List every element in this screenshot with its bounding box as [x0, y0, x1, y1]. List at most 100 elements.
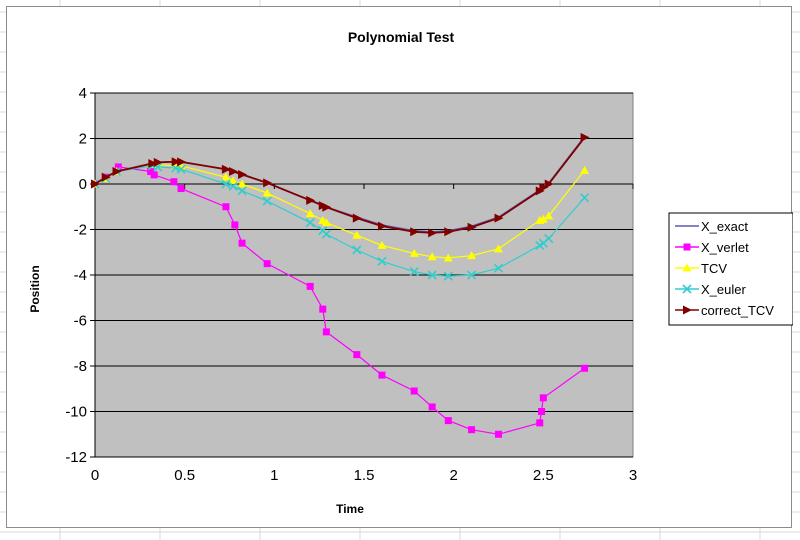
- legend[interactable]: X_exact X_verlet TCV X_euler correct_TCV: [668, 212, 793, 326]
- data-point: [263, 178, 273, 188]
- data-point: [536, 419, 544, 427]
- y-tick-label: -4: [74, 267, 87, 284]
- data-point: [409, 267, 419, 277]
- data-point: [428, 228, 438, 238]
- y-tick-label: -2: [74, 222, 87, 239]
- data-point: [467, 270, 477, 280]
- data-point: [353, 351, 361, 359]
- data-point: [171, 157, 181, 167]
- data-point: [237, 186, 247, 196]
- grid-lines: [95, 92, 633, 458]
- series-correct-tcv: [91, 132, 590, 238]
- data-point: [539, 394, 547, 402]
- data-point: [467, 222, 477, 232]
- data-point: [101, 172, 111, 182]
- data-point: [305, 209, 315, 218]
- data-point: [222, 203, 230, 211]
- data-point: [580, 165, 590, 174]
- x-tick-label: 2: [449, 467, 457, 484]
- data-point: [377, 221, 387, 231]
- legend-label: TCV: [701, 261, 727, 276]
- data-point: [352, 245, 362, 255]
- data-point: [538, 214, 548, 223]
- x-axis-title: Time: [336, 502, 364, 516]
- series-x-verlet: [91, 163, 589, 438]
- data-point: [444, 417, 452, 425]
- series-x-euler: [90, 161, 590, 281]
- legend-item[interactable]: correct_TCV: [675, 303, 774, 318]
- data-point: [306, 195, 316, 205]
- y-tick-label: 0: [79, 176, 87, 193]
- data-point: [352, 230, 362, 239]
- data-point: [494, 244, 503, 253]
- legend-label: X_euler: [701, 282, 746, 297]
- data-point: [321, 229, 331, 239]
- legend-item[interactable]: X_verlet: [675, 240, 749, 255]
- data-point: [147, 167, 155, 175]
- data-point: [581, 364, 589, 372]
- data-point: [305, 218, 315, 228]
- data-point: [321, 218, 331, 227]
- data-point: [262, 188, 272, 197]
- data-point: [544, 179, 554, 189]
- data-point: [544, 234, 554, 244]
- legend-label: X_exact: [701, 219, 748, 234]
- data-point: [538, 408, 546, 415]
- data-point: [238, 169, 248, 179]
- data-point: [153, 157, 163, 167]
- data-point: [377, 240, 387, 249]
- legend-item[interactable]: X_exact: [675, 219, 748, 234]
- data-point: [263, 260, 271, 268]
- data-point: [238, 239, 246, 247]
- y-tick-label: 4: [79, 85, 87, 102]
- chart-area[interactable]: Polynomial Test 4 2 0 -2 -4 -6 -8 -10 -12 0 0.5 1 1…: [6, 6, 793, 528]
- data-point: [319, 305, 327, 313]
- data-point: [176, 164, 186, 174]
- y-tick-label: 2: [79, 131, 87, 148]
- data-point: [228, 181, 238, 191]
- x-tick-label: 2.5: [533, 467, 554, 484]
- x-tick-label: 1.5: [354, 467, 375, 484]
- data-point: [231, 221, 239, 229]
- data-point: [410, 227, 420, 237]
- data-point: [170, 178, 178, 186]
- data-point: [221, 172, 231, 181]
- data-point: [177, 185, 185, 193]
- data-point: [443, 253, 453, 262]
- series-layer: [90, 132, 590, 438]
- data-point: [467, 251, 477, 260]
- legend-label: correct_TCV: [701, 303, 774, 318]
- data-point: [228, 176, 238, 185]
- data-point: [544, 211, 554, 220]
- data-point: [378, 371, 386, 379]
- data-point: [493, 263, 504, 273]
- x-tick-label: 0: [91, 467, 99, 484]
- x-tick-label: 3: [629, 467, 637, 484]
- legend-swatch-marker: [682, 284, 692, 294]
- y-axis-title: Position: [28, 265, 42, 312]
- data-point: [580, 132, 590, 142]
- data-point: [427, 270, 437, 280]
- legend-label: X_verlet: [701, 240, 749, 255]
- data-point: [494, 213, 504, 223]
- data-point: [539, 182, 549, 192]
- x-tick-label: 0.5: [174, 467, 195, 484]
- data-point: [443, 271, 453, 281]
- data-point: [229, 166, 239, 176]
- data-point: [306, 282, 314, 290]
- data-point: [221, 179, 231, 189]
- data-point: [322, 328, 330, 336]
- data-point: [262, 196, 272, 206]
- chart-title: Polynomial Test: [348, 29, 455, 45]
- polynomial-chart: Polynomial Test 4 2 0 -2 -4 -6 -8 -10 -12 0 0.5 1 1…: [28, 29, 793, 516]
- data-point: [495, 430, 502, 438]
- data-point: [444, 227, 454, 237]
- legend-swatch-marker: [683, 243, 691, 251]
- data-point: [148, 159, 158, 169]
- data-point: [377, 256, 387, 266]
- legend-item[interactable]: TCV: [675, 261, 727, 276]
- legend-item[interactable]: X_euler: [675, 282, 746, 297]
- y-tick-label: -8: [74, 358, 87, 375]
- data-point: [468, 426, 476, 434]
- legend-swatch-marker: [682, 263, 692, 272]
